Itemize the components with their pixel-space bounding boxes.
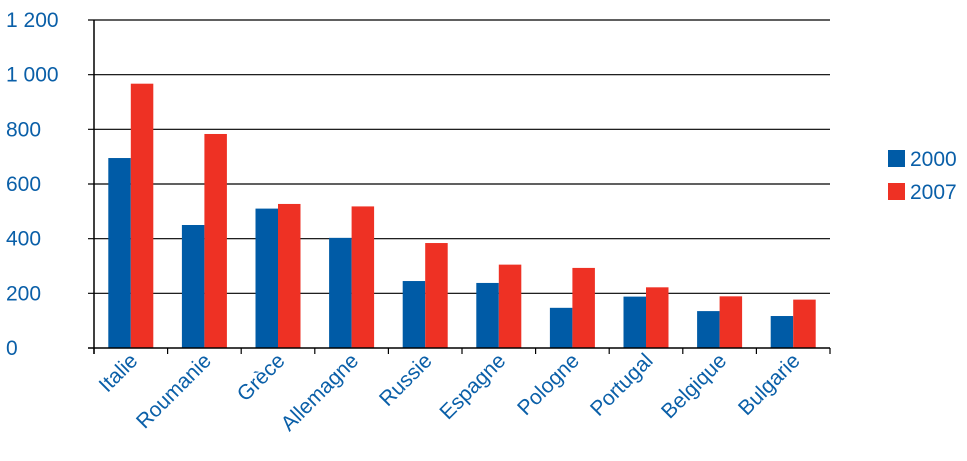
bar-2007-roumanie: [204, 133, 227, 348]
y-tick-label: 400: [6, 228, 41, 251]
bar-2000-belgique: [697, 311, 720, 348]
legend-swatch-2007: [888, 183, 905, 200]
x-tick-label: Bulgarie: [734, 349, 805, 420]
y-tick-label: 0: [6, 337, 18, 360]
bar-2007-portugal: [646, 287, 669, 348]
x-tick-label: Russie: [375, 349, 437, 411]
x-tick-label: Espagne: [435, 349, 510, 424]
y-tick-label: 800: [6, 118, 41, 141]
y-tick-label: 200: [6, 282, 41, 305]
bar-2000-grèce: [255, 208, 278, 348]
bar-2000-portugal: [623, 296, 646, 348]
bar-2000-espagne: [476, 282, 499, 348]
x-tick-label: Grèce: [233, 349, 290, 406]
x-tick-label: Allemagne: [277, 349, 363, 435]
bars: [108, 83, 816, 348]
bar-2000-russie: [402, 281, 426, 348]
x-tick-label: Pologne: [513, 349, 584, 420]
legend-label-2007: 2007: [910, 181, 957, 204]
bar-2000-roumanie: [181, 225, 205, 348]
bar-2007-russie: [425, 243, 448, 348]
bar-2007-allemagne: [351, 206, 375, 348]
y-tick-label: 1 200: [6, 9, 59, 32]
bar-2007-espagne: [498, 264, 522, 348]
bar-2000-bulgarie: [770, 316, 794, 348]
x-tick-label: Portugal: [586, 349, 658, 421]
legend-label-2000: 2000: [910, 148, 957, 171]
bar-2007-grèce: [278, 203, 301, 348]
x-tick-label: Belgique: [657, 349, 731, 423]
bar-2007-italie: [130, 83, 154, 348]
bar-2007-bulgarie: [793, 299, 816, 348]
x-tick-label: Italie: [95, 349, 143, 397]
axes: [88, 20, 831, 354]
y-axis-tick-labels: 0 200 400 600 800 1 000 1 200: [6, 9, 59, 360]
legend: 2000 2007: [888, 148, 957, 204]
y-tick-label: 1 000: [6, 64, 59, 87]
bar-2000-allemagne: [329, 237, 352, 348]
bar-2000-pologne: [549, 307, 573, 348]
bar-2007-pologne: [572, 267, 595, 348]
bar-2000-italie: [108, 158, 131, 348]
legend-swatch-2000: [888, 150, 905, 167]
bar-2007-belgique: [719, 296, 743, 348]
y-tick-label: 600: [6, 173, 41, 196]
x-tick-label: Roumanie: [132, 349, 216, 433]
